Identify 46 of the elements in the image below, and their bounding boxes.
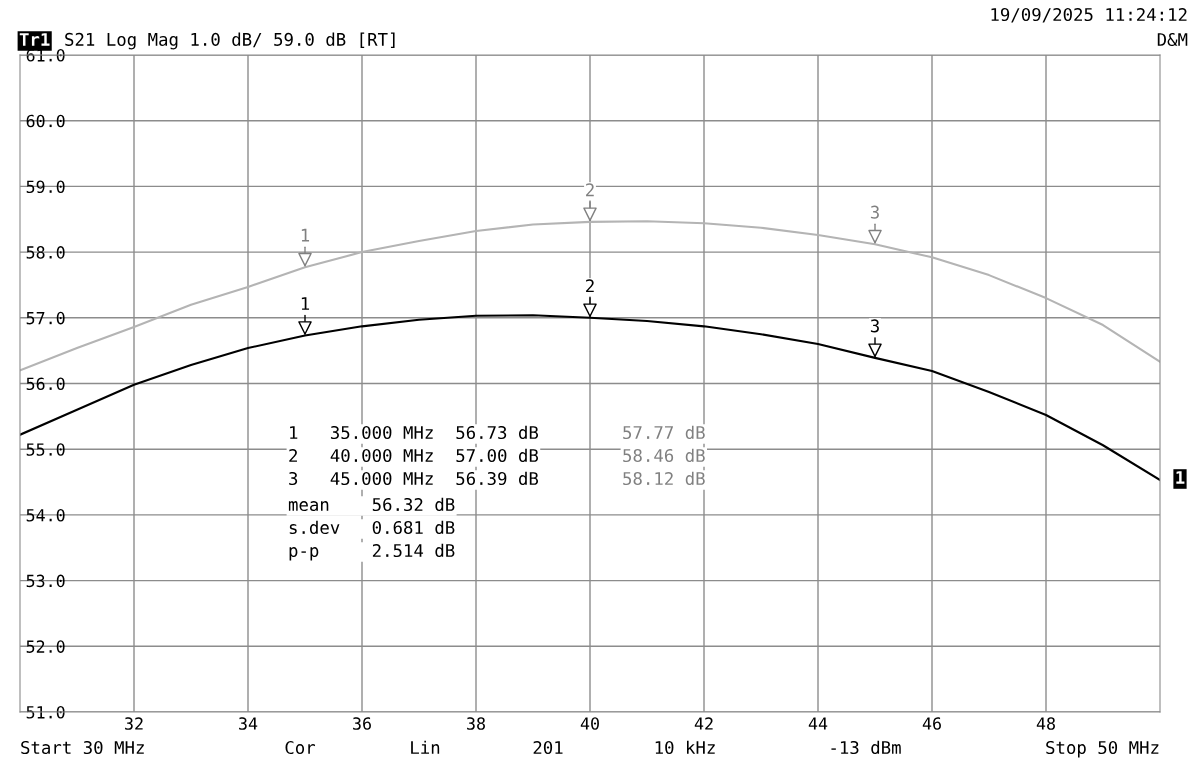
y-tick-label: 60.0 [26, 114, 65, 128]
annotation: 1 [301, 228, 310, 242]
text: Lin [411, 740, 440, 754]
y-tick-label: 57.0 [26, 311, 65, 325]
annotation: 58.12 dB [623, 471, 705, 486]
x-tick-label: 34 [239, 717, 258, 730]
text: D&M [1157, 32, 1188, 47]
annotation: 3 45.000 MHz 56.39 dB [289, 471, 539, 486]
text: 1 [1176, 471, 1185, 484]
x-tick-label: 48 [1036, 717, 1055, 730]
annotation: 2 [586, 279, 594, 293]
text: Cor [285, 740, 316, 755]
text: Tr1 [19, 33, 50, 46]
y-tick-label: 56.0 [26, 377, 65, 391]
annotation: 2 [586, 183, 594, 197]
text: Stop 50 MHz [1046, 740, 1159, 758]
text: 10 kHz [655, 740, 715, 755]
annotation: 3 [870, 319, 879, 333]
x-tick-label: 46 [922, 717, 941, 730]
annotation: 1 [301, 297, 310, 310]
y-tick-label: 55.0 [26, 443, 65, 456]
x-tick-label: 36 [353, 717, 371, 730]
annotation: 1 35.000 MHz 56.73 dB [290, 425, 539, 440]
y-tick-label: 51.0 [26, 706, 65, 719]
text: S21 Log Mag 1.0 dB/ 59.0 dB [RT] [65, 32, 395, 50]
text: 19/09/2025 11:24:12 [991, 7, 1187, 23]
y-tick-label: 58.0 [26, 246, 65, 259]
y-tick-label: 59.0 [26, 180, 65, 194]
x-tick-label: 32 [125, 717, 143, 730]
text: Start 30 MHz [21, 740, 144, 755]
x-tick-label: 42 [694, 717, 713, 730]
text: 201 [533, 740, 563, 755]
text: -13 dBm [831, 740, 901, 755]
y-tick-label: 54.0 [26, 508, 65, 522]
annotation: 2 40.000 MHz 57.00 dB [289, 448, 539, 463]
annotation: 58.46 dB [623, 448, 705, 463]
annotation: mean 56.32 dB [288, 497, 455, 512]
x-tick-label: 40 [580, 717, 599, 730]
annotation: p-p 2.514 dB [289, 543, 455, 561]
annotation: 57.77 dB [623, 425, 705, 440]
x-tick-label: 38 [467, 717, 485, 730]
x-tick-label: 44 [808, 717, 828, 730]
annotation: 3 [870, 205, 879, 219]
annotation: s.dev 0.681 dB [289, 520, 455, 535]
y-tick-label: 53.0 [26, 574, 65, 588]
y-tick-label: 52.0 [26, 640, 65, 653]
